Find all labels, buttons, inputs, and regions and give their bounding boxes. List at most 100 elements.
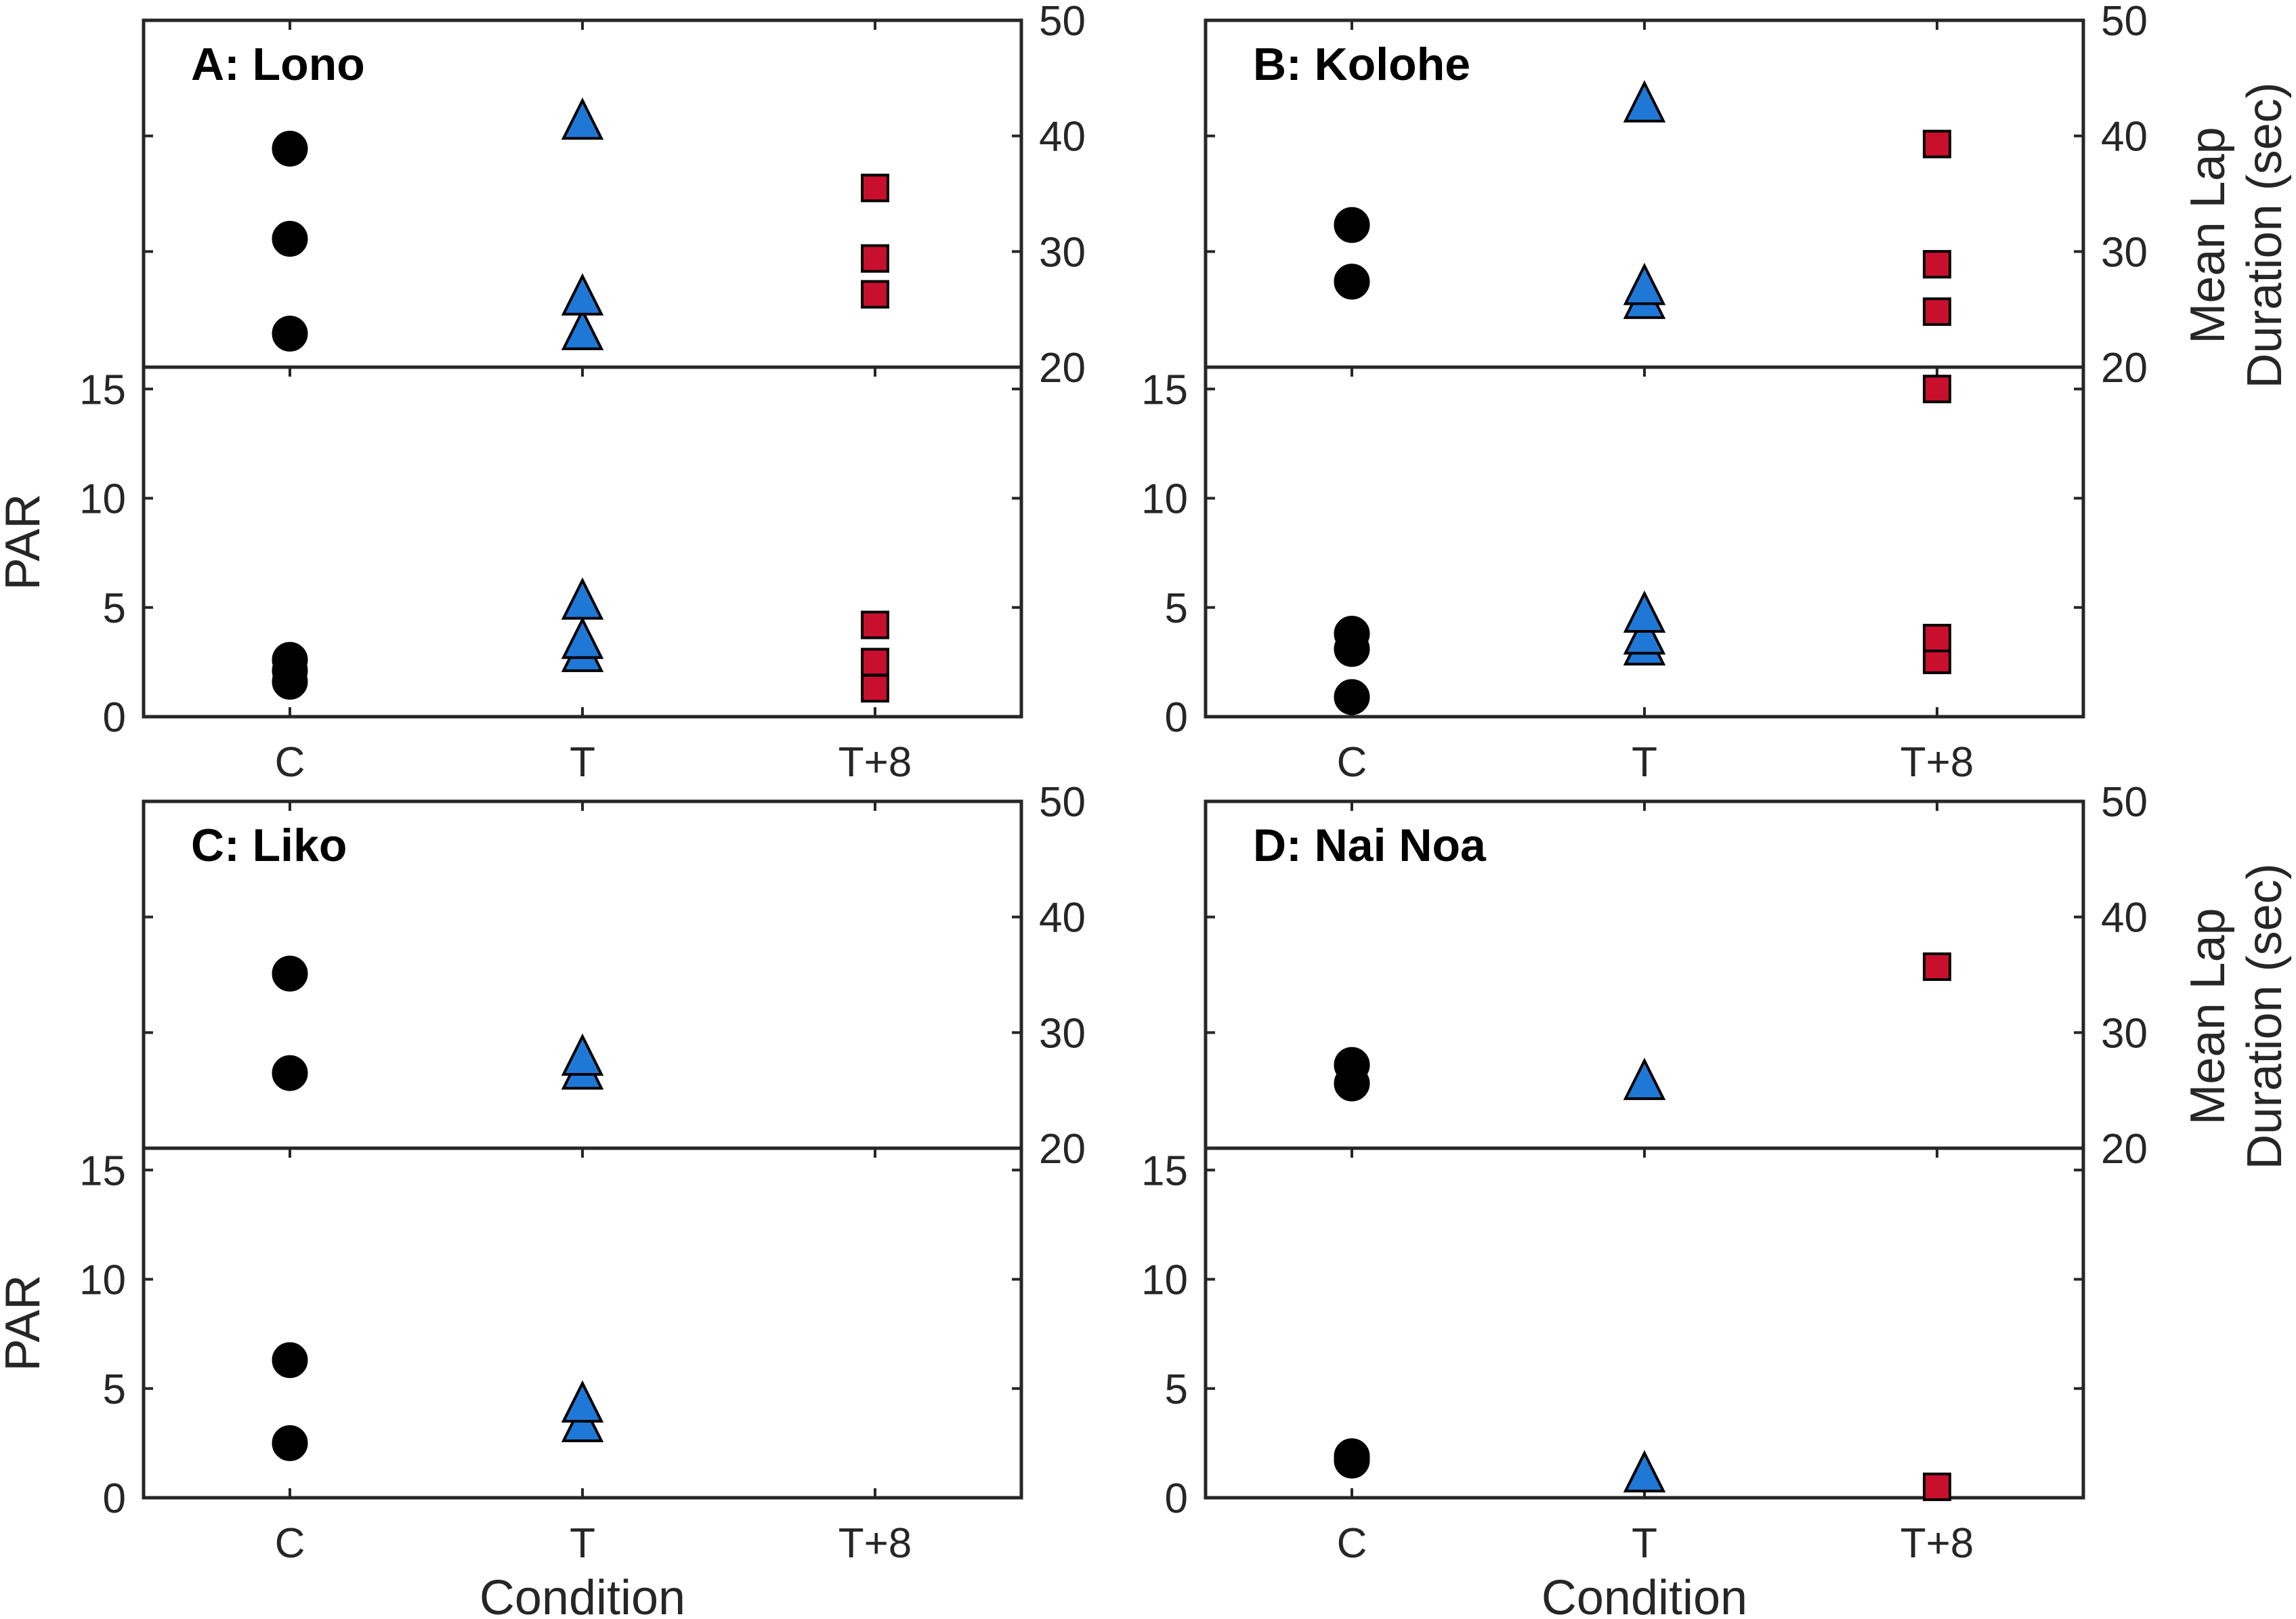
x-tick-label: C bbox=[275, 1520, 305, 1567]
data-point-t8 bbox=[861, 173, 889, 203]
data-point-t bbox=[1623, 1057, 1666, 1100]
data-point-t bbox=[561, 1033, 604, 1076]
x-tick-label: C bbox=[1337, 1520, 1367, 1567]
right-y-tick-label: 20 bbox=[1039, 345, 1086, 392]
left-y-tick-label: 10 bbox=[1141, 1257, 1188, 1304]
panel-title: C: Liko bbox=[191, 820, 347, 871]
x-tick-label: T+8 bbox=[838, 1520, 912, 1567]
data-point-c bbox=[1334, 1438, 1370, 1475]
data-point-c bbox=[1334, 679, 1370, 715]
panel-title: D: Nai Noa bbox=[1253, 820, 1487, 871]
left-y-tick-label: 15 bbox=[79, 1148, 126, 1194]
x-tick-label: T bbox=[1632, 739, 1657, 786]
right-y-tick-label: 20 bbox=[2101, 1126, 2148, 1173]
data-point-c bbox=[1334, 264, 1370, 300]
right-y-tick-label: 30 bbox=[1039, 1010, 1086, 1057]
left-y-tick-label: 10 bbox=[1141, 476, 1188, 523]
right-y-tick-label: 50 bbox=[2101, 779, 2148, 826]
right-y-tick-label: 40 bbox=[1039, 895, 1086, 942]
data-point-t8 bbox=[861, 674, 889, 703]
data-point-c bbox=[272, 642, 308, 678]
y-axis-label-par: PAR bbox=[0, 1275, 50, 1372]
data-point-t bbox=[1623, 612, 1666, 655]
left-y-tick-label: 5 bbox=[1165, 585, 1188, 632]
data-point-t8 bbox=[1923, 623, 1951, 652]
data-point-c bbox=[272, 1055, 308, 1091]
data-point-t8 bbox=[1923, 1472, 1951, 1501]
right-y-tick-label: 50 bbox=[1039, 779, 1086, 826]
right-y-tick-label: 20 bbox=[1039, 1126, 1086, 1173]
left-y-tick-label: 5 bbox=[103, 585, 126, 632]
data-point-c bbox=[272, 1425, 308, 1461]
left-y-tick-label: 15 bbox=[79, 366, 126, 413]
panel-1: 20 30 40 50 0 5 10 15 C T T+8 A: Lono PAR bbox=[0, 0, 1086, 786]
data-point-c bbox=[1334, 207, 1370, 243]
data-point-t bbox=[561, 308, 604, 350]
left-y-tick-label: 15 bbox=[1141, 366, 1188, 413]
x-tick-label: T bbox=[570, 739, 595, 786]
right-y-tick-label: 50 bbox=[1039, 0, 1086, 45]
data-point-c bbox=[1334, 615, 1370, 652]
x-axis-label: Condition bbox=[1542, 1571, 1747, 1619]
right-y-tick-label: 40 bbox=[1039, 114, 1086, 161]
left-y-tick-label: 0 bbox=[1165, 694, 1188, 741]
y-axis-label-lap-duration: Duration (sec) bbox=[2238, 863, 2292, 1169]
panel-title: B: Kolohe bbox=[1253, 39, 1470, 90]
x-tick-label: T+8 bbox=[1900, 739, 1974, 786]
panel-title: A: Lono bbox=[191, 39, 365, 90]
data-point-t8 bbox=[1923, 129, 1951, 159]
data-point-t8 bbox=[861, 648, 889, 677]
panel-2: 20 30 40 50 0 5 10 15 C T T+8 B: Kolohe Mean Lap Dura… bbox=[1141, 0, 2292, 786]
right-y-tick-label: 30 bbox=[2101, 1010, 2148, 1057]
data-point-t8 bbox=[1923, 297, 1951, 327]
y-axis-label-lap-duration: Mean Lap bbox=[2181, 908, 2235, 1124]
data-point-c bbox=[272, 130, 308, 167]
data-point-t8 bbox=[861, 280, 889, 309]
y-axis-label-par: PAR bbox=[0, 494, 50, 591]
data-point-c bbox=[272, 1342, 308, 1379]
left-y-tick-label: 0 bbox=[103, 1475, 126, 1522]
left-y-tick-label: 0 bbox=[103, 694, 126, 741]
right-y-tick-label: 20 bbox=[2101, 345, 2148, 392]
right-y-tick-label: 30 bbox=[1039, 229, 1086, 276]
data-point-t8 bbox=[1923, 375, 1951, 404]
data-point-c bbox=[272, 955, 308, 992]
data-point-t bbox=[561, 1380, 604, 1423]
data-point-t8 bbox=[861, 610, 889, 639]
data-point-t bbox=[561, 97, 604, 140]
data-point-t8 bbox=[1923, 250, 1951, 279]
y-axis-label-lap-duration: Mean Lap bbox=[2181, 127, 2235, 343]
data-point-t8 bbox=[1923, 952, 1951, 982]
left-y-tick-label: 10 bbox=[79, 1257, 126, 1304]
x-tick-label: T+8 bbox=[838, 739, 912, 786]
left-y-tick-label: 10 bbox=[79, 476, 126, 523]
right-y-tick-label: 40 bbox=[2101, 114, 2148, 161]
x-tick-label: T bbox=[1632, 1520, 1657, 1567]
panel-4: 20 30 40 50 0 5 10 15 C T T+8 D: Nai Noa Mean Lap Dur… bbox=[1141, 779, 2292, 1619]
data-point-t bbox=[1623, 590, 1666, 633]
data-point-t8 bbox=[861, 244, 889, 273]
data-point-t bbox=[1623, 1450, 1666, 1493]
right-y-tick-label: 30 bbox=[2101, 229, 2148, 276]
right-y-tick-label: 40 bbox=[2101, 895, 2148, 942]
data-point-c bbox=[272, 316, 308, 352]
x-tick-label: T bbox=[570, 1520, 595, 1567]
data-point-c bbox=[272, 221, 308, 257]
data-point-t bbox=[561, 273, 604, 316]
data-point-t bbox=[561, 616, 604, 659]
left-y-tick-label: 5 bbox=[1165, 1366, 1188, 1413]
panel-3: 20 30 40 50 0 5 10 15 C T T+8 C: Liko PAR Condition bbox=[0, 779, 1086, 1619]
data-point-t bbox=[1623, 80, 1666, 123]
data-point-t bbox=[1623, 262, 1666, 306]
y-axis-label-lap-duration: Duration (sec) bbox=[2238, 82, 2292, 388]
x-tick-label: T+8 bbox=[1900, 1520, 1974, 1567]
x-axis-label: Condition bbox=[480, 1571, 685, 1619]
left-y-tick-label: 15 bbox=[1141, 1148, 1188, 1194]
data-point-t bbox=[561, 577, 604, 620]
left-y-tick-label: 5 bbox=[103, 1366, 126, 1413]
left-y-tick-label: 0 bbox=[1165, 1475, 1188, 1522]
data-point-c bbox=[1334, 1047, 1370, 1083]
x-tick-label: C bbox=[1337, 739, 1367, 786]
right-y-tick-label: 50 bbox=[2101, 0, 2148, 45]
